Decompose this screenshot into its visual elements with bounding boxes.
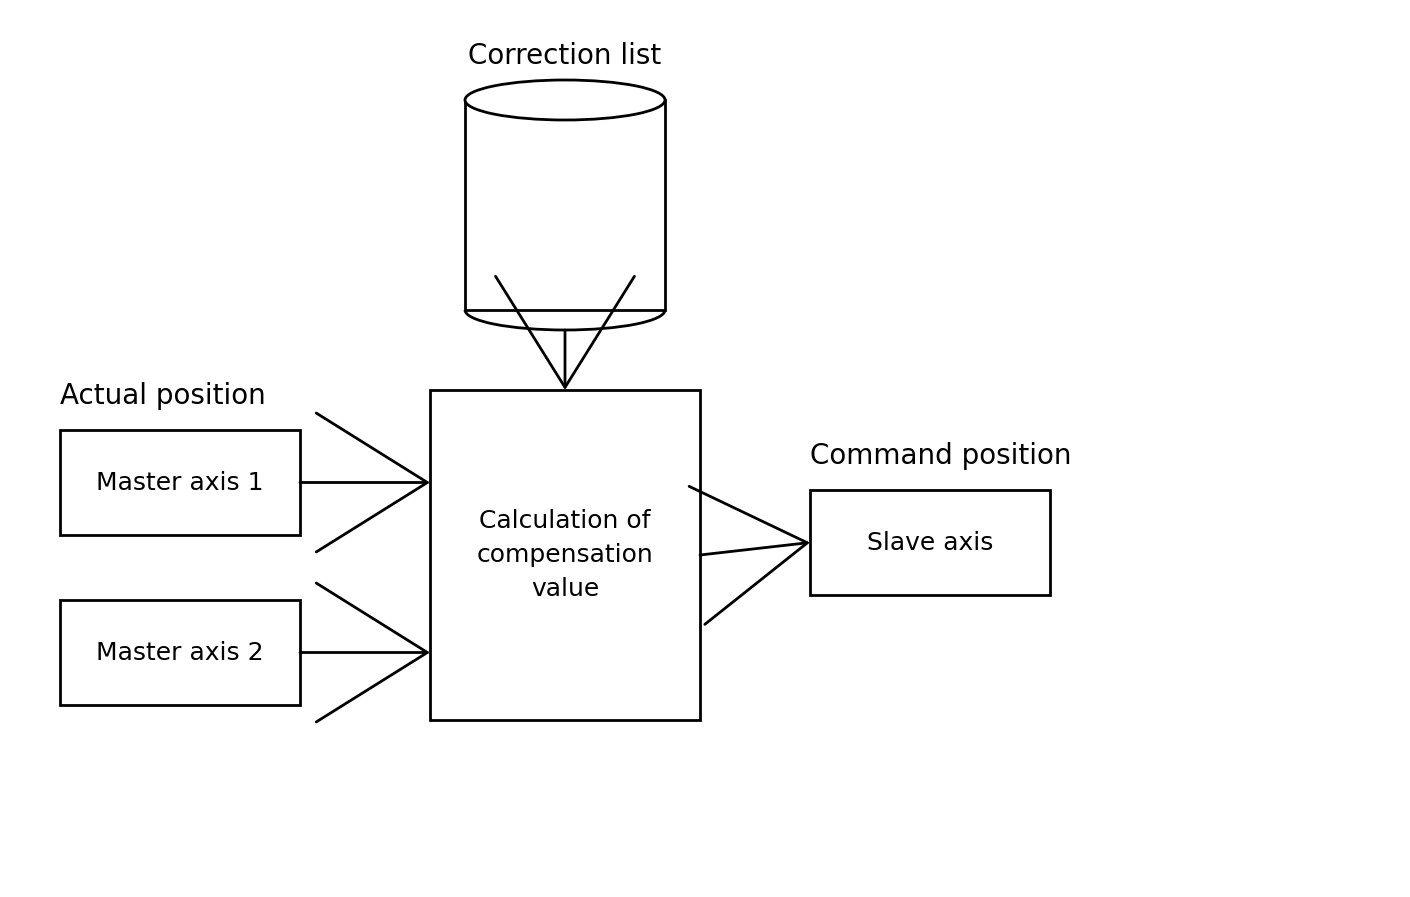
Text: Master axis 1: Master axis 1 bbox=[96, 471, 264, 494]
Text: Calculation of
compensation
value: Calculation of compensation value bbox=[477, 509, 653, 600]
Ellipse shape bbox=[465, 80, 666, 120]
Text: Slave axis: Slave axis bbox=[867, 530, 993, 554]
Text: Command position: Command position bbox=[809, 442, 1072, 470]
Bar bbox=[430, 390, 699, 720]
Bar bbox=[61, 600, 300, 705]
Bar bbox=[61, 430, 300, 535]
Text: Correction list: Correction list bbox=[468, 42, 661, 70]
Bar bbox=[809, 490, 1050, 595]
Bar bbox=[465, 100, 666, 310]
Text: Actual position: Actual position bbox=[61, 382, 265, 410]
Text: Master axis 2: Master axis 2 bbox=[96, 640, 264, 665]
